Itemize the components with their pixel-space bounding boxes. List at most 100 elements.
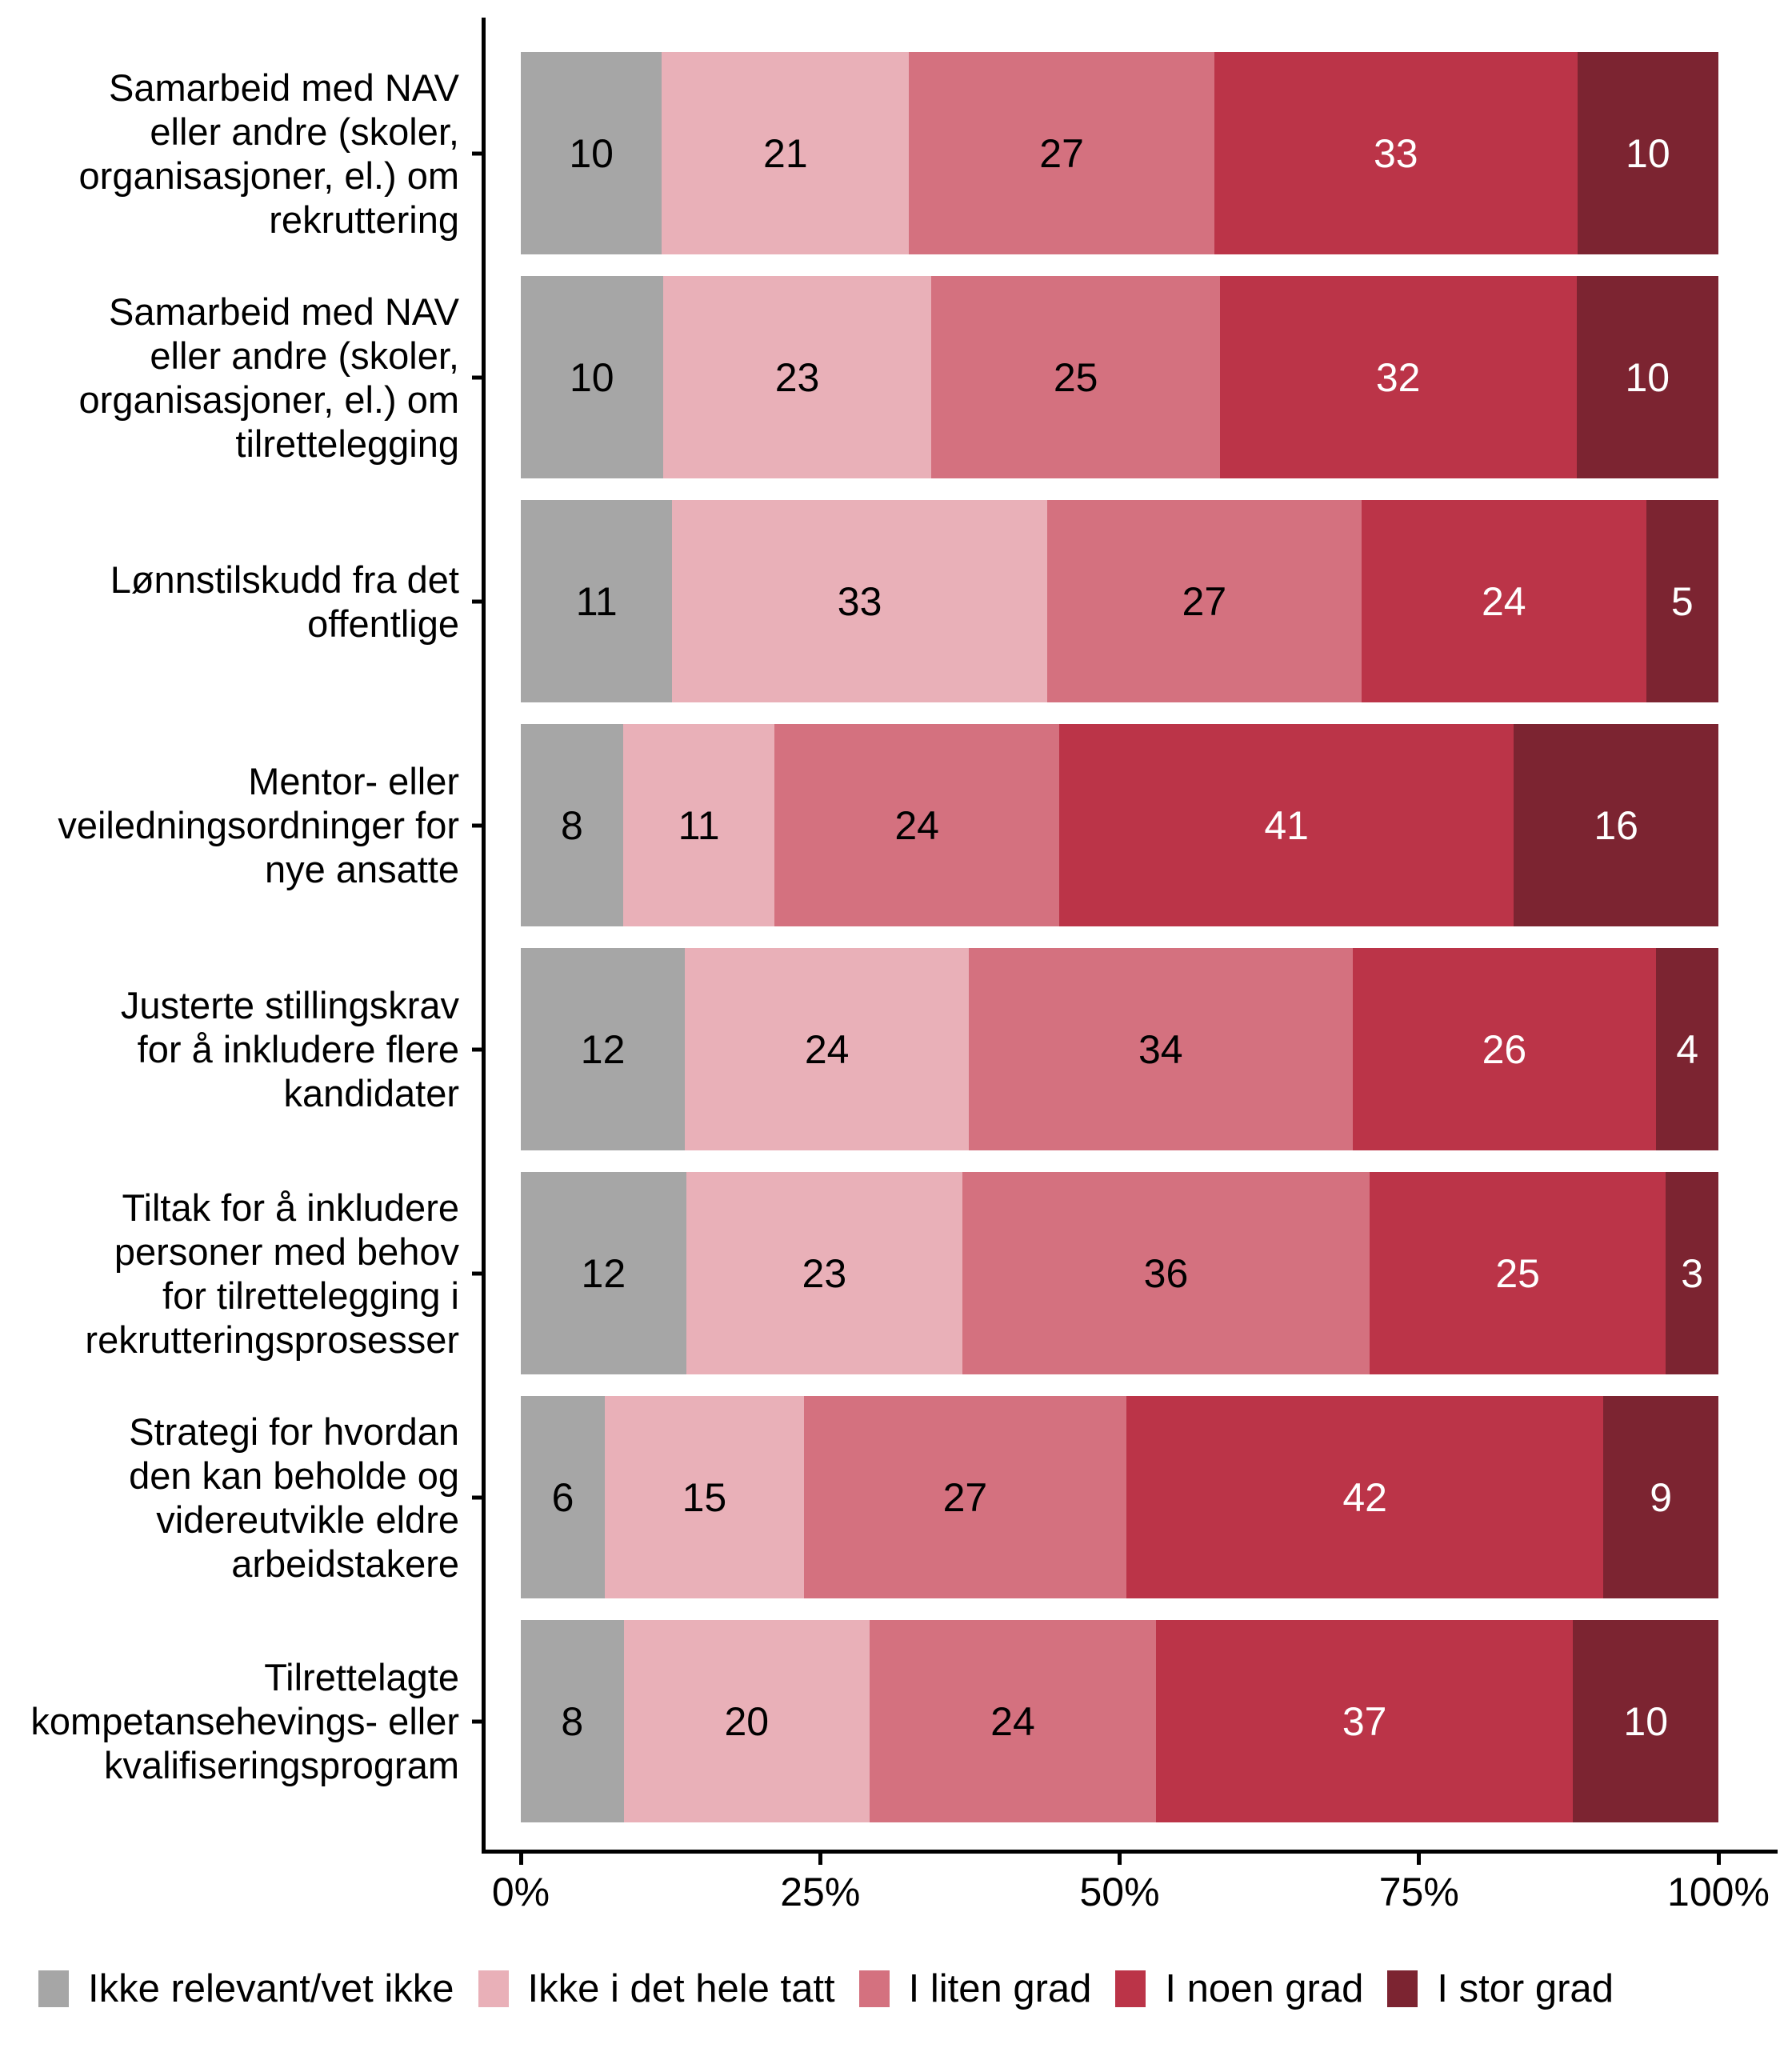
- segment-value: 24: [990, 1698, 1035, 1744]
- bar-segment: 11: [622, 724, 775, 926]
- bar-segment: 12: [521, 948, 686, 1150]
- bar-segment: 33: [1214, 52, 1578, 254]
- category-label: Mentor- eller veiledningsordninger for n…: [58, 760, 459, 890]
- bar-segment: 25: [1369, 1172, 1666, 1374]
- y-axis-tick: [472, 1719, 482, 1723]
- bar-segment: 9: [1603, 1396, 1719, 1598]
- y-axis-tick: [472, 375, 482, 379]
- bar-segment: 11: [521, 500, 673, 702]
- legend-color-swatch: [858, 1970, 890, 2007]
- segment-value: 6: [551, 1474, 574, 1520]
- category-label-cell: Tiltak for å inkludere personer med beho…: [0, 1172, 482, 1374]
- legend: Ikke relevant/vet ikke Ikke i det hele t…: [38, 1966, 1614, 2011]
- bar-segment: 6: [521, 1396, 606, 1598]
- category-label-cell: Strategi for hvordan den kan beholde og …: [0, 1396, 482, 1598]
- bar-segment: 33: [672, 500, 1047, 702]
- stacked-bar: 6 15 27 42 9: [521, 1396, 1719, 1598]
- legend-item: Ikke i det hele tatt: [478, 1966, 835, 2011]
- category-label-cell: Mentor- eller veiledningsordninger for n…: [0, 724, 482, 926]
- bar-segment: 37: [1155, 1620, 1574, 1822]
- x-axis-tick: [1716, 1854, 1721, 1865]
- category-label-cell: Lønnstilskudd fra det offentlige: [0, 500, 482, 702]
- segment-value: 8: [561, 802, 583, 848]
- segment-value: 27: [1182, 578, 1227, 624]
- bar-segment: 16: [1514, 724, 1718, 926]
- segment-value: 11: [678, 802, 720, 848]
- bar-segment: 34: [969, 948, 1353, 1150]
- bar-segment: 15: [605, 1396, 804, 1598]
- y-axis-tick: [472, 151, 482, 155]
- segment-value: 5: [1670, 578, 1694, 624]
- segment-value: 23: [802, 1250, 847, 1296]
- x-axis-tick: [818, 1854, 822, 1865]
- segment-value: 10: [1623, 1698, 1669, 1744]
- x-axis-tick-label: 0%: [491, 1870, 550, 1914]
- bar-segment: 42: [1126, 1396, 1604, 1598]
- bar-segment: 32: [1219, 276, 1577, 478]
- x-axis-tick-label: 75%: [1378, 1870, 1459, 1914]
- legend-label: I noen grad: [1165, 1967, 1364, 2010]
- category-label: Tiltak for å inkludere personer med beho…: [85, 1186, 459, 1361]
- legend-label: I liten grad: [908, 1967, 1092, 2010]
- category-label-cell: Samarbeid med NAV eller andre (skoler, o…: [0, 52, 482, 254]
- category-label-cell: Samarbeid med NAV eller andre (skoler, o…: [0, 276, 482, 478]
- segment-value: 8: [561, 1698, 584, 1744]
- segment-value: 12: [581, 1250, 626, 1296]
- segment-value: 32: [1375, 354, 1421, 400]
- segment-value: 34: [1138, 1026, 1183, 1072]
- segment-value: 24: [804, 1026, 850, 1072]
- x-axis-tick-label: 50%: [1079, 1870, 1160, 1914]
- bars-area: 10 21 27 33 10 10 23 25 32 10 11 33 27 2…: [521, 52, 1719, 1822]
- plot-panel: 10 21 27 33 10 10 23 25 32 10 11 33 27 2…: [482, 18, 1778, 1854]
- bar-segment: 10: [521, 276, 663, 478]
- bar-segment: 10: [1576, 276, 1719, 478]
- segment-value: 21: [763, 130, 808, 176]
- bar-segment: 41: [1059, 724, 1514, 926]
- category-label-cell: Tilrettelagte kompetansehevings- eller k…: [0, 1620, 482, 1822]
- legend-item: I noen grad: [1115, 1966, 1363, 2011]
- bar-segment: 27: [803, 1396, 1127, 1598]
- bar-segment: 25: [931, 276, 1220, 478]
- segment-value: 15: [682, 1474, 727, 1520]
- category-label: Samarbeid med NAV eller andre (skoler, o…: [78, 290, 459, 465]
- category-label: Tilrettelagte kompetansehevings- eller k…: [30, 1656, 459, 1786]
- category-label: Justerte stillingskrav for å inkludere f…: [120, 984, 459, 1114]
- y-axis-tick: [472, 823, 482, 827]
- segment-value: 3: [1681, 1250, 1704, 1296]
- bar-segment: 27: [1046, 500, 1362, 702]
- legend-color-swatch: [1115, 1970, 1146, 2007]
- segment-value: 27: [942, 1474, 988, 1520]
- bar-segment: 23: [686, 1172, 962, 1374]
- bar-segment: 24: [774, 724, 1060, 926]
- x-axis-tick: [1118, 1854, 1122, 1865]
- bar-segment: 3: [1666, 1172, 1718, 1374]
- x-axis-tick: [1417, 1854, 1422, 1865]
- stacked-bar: 12 23 36 25 3: [521, 1172, 1718, 1374]
- y-axis-labels: Samarbeid med NAV eller andre (skoler, o…: [0, 52, 482, 1822]
- segment-value: 25: [1495, 1250, 1540, 1296]
- legend-item: I liten grad: [858, 1966, 1092, 2011]
- stacked-bar: 12 24 34 26 4: [521, 948, 1719, 1150]
- segment-value: 33: [837, 578, 882, 624]
- bar-segment: 24: [870, 1620, 1156, 1822]
- bar-segment: 23: [662, 276, 932, 478]
- segment-value: 42: [1342, 1474, 1387, 1520]
- bar-segment: 24: [685, 948, 970, 1150]
- category-label: Lønnstilskudd fra det offentlige: [110, 558, 459, 645]
- bar-segment: 10: [1577, 52, 1719, 254]
- legend-item: Ikke relevant/vet ikke: [38, 1966, 454, 2011]
- stacked-bar: 10 21 27 33 10: [521, 52, 1719, 254]
- bar-segment: 10: [521, 52, 662, 254]
- y-axis-tick: [472, 1495, 482, 1499]
- y-axis-tick: [472, 599, 482, 603]
- segment-value: 25: [1053, 354, 1098, 400]
- legend-color-swatch: [478, 1970, 509, 2007]
- bar-segment: 5: [1646, 500, 1718, 702]
- segment-value: 16: [1594, 802, 1638, 848]
- segment-value: 37: [1342, 1698, 1387, 1744]
- segment-value: 9: [1650, 1474, 1673, 1520]
- bar-segment: 36: [962, 1172, 1370, 1374]
- stacked-bar: 8 20 24 37 10: [521, 1620, 1719, 1822]
- segment-value: 36: [1143, 1250, 1189, 1296]
- legend-label: Ikke i det hele tatt: [527, 1967, 835, 2010]
